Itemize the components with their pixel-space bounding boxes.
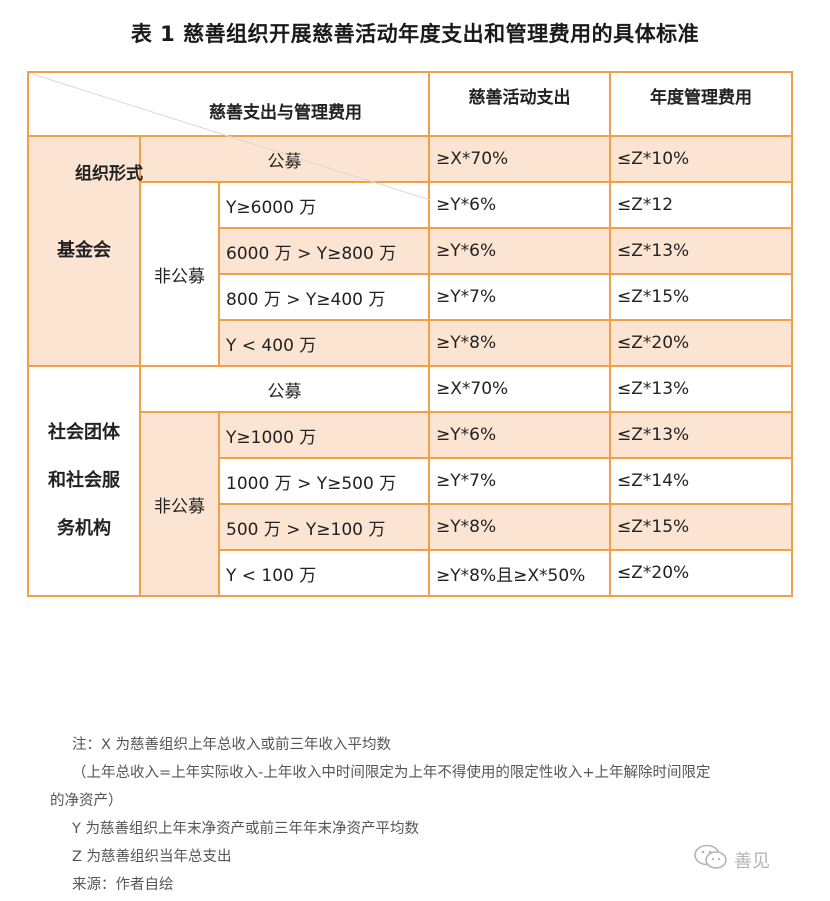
wechat-icon — [694, 844, 728, 875]
table-row: 500 万 > Y≥100 万 ≥Y*8% ≤Z*15% — [28, 503, 794, 551]
table-row: 1000 万 > Y≥500 万 ≥Y*7% ≤Z*14% — [28, 457, 794, 505]
source-line: 来源：作者自绘 — [72, 877, 174, 893]
condition-cell: Y < 400 万 — [217, 319, 431, 367]
foundation-nonpublic-label: 非公募 — [139, 181, 220, 367]
admin-cell: ≤Z*15% — [609, 273, 794, 321]
note-line: Z 为慈善组织当年总支出 — [72, 849, 232, 865]
diagonal-line — [29, 73, 430, 200]
table-header-row: 慈善支出与管理费用 组织形式 慈善活动支出 年度管理费用 — [26, 71, 794, 200]
table-row: Y < 100 万 ≥Y*8%且≥X*50% ≤Z*20% — [28, 549, 794, 597]
admin-cell: ≤Z*14% — [609, 457, 794, 505]
condition-cell: Y≥1000 万 — [217, 411, 431, 459]
activity-cell: ≥Y*7% — [428, 457, 612, 505]
foundation-public-activity: ≥X*70% — [428, 135, 612, 183]
admin-cell: ≤Z*13% — [609, 411, 794, 459]
table-row: 非公募 Y≥1000 万 ≥Y*6% ≤Z*13% — [28, 411, 794, 597]
note-line: 注：X 为慈善组织上年总收入或前三年收入平均数 — [72, 737, 392, 753]
condition-cell: Y < 100 万 — [217, 549, 431, 597]
condition-cell: 6000 万 > Y≥800 万 — [217, 227, 431, 275]
activity-cell: ≥Y*8% — [428, 319, 612, 367]
watermark-logo: 善见 — [694, 844, 770, 875]
table-row: 6000 万 > Y≥800 万 ≥Y*6% ≤Z*13% — [28, 227, 794, 275]
foundation-public-admin: ≤Z*10% — [609, 135, 794, 183]
social-org-label-line: 务机构 — [57, 518, 111, 539]
diagonal-header-cell: 慈善支出与管理费用 组织形式 — [26, 71, 431, 200]
activity-cell: ≥Y*7% — [428, 273, 612, 321]
activity-cell: ≥Y*6% — [428, 181, 612, 229]
condition-cell: 1000 万 > Y≥500 万 — [217, 457, 431, 505]
table-row: 非公募 Y≥6000 万 ≥Y*6% ≤Z*12 — [28, 181, 794, 367]
social-org-label-line: 社会团体 — [48, 422, 120, 443]
table-row: 社会团体 和社会服 务机构 公募 ≥X*70% ≤Z*13% — [27, 365, 794, 597]
header-activity-expense: 慈善活动支出 — [428, 71, 612, 137]
table-row: Y < 400 万 ≥Y*8% ≤Z*20% — [28, 319, 794, 367]
admin-cell: ≤Z*13% — [609, 227, 794, 275]
table-notes: 注：X 为慈善组织上年总收入或前三年收入平均数 （上年总收入=上年实际收入-上年… — [40, 731, 800, 899]
activity-cell: ≥Y*8% — [428, 503, 612, 551]
diagonal-bottom-label: 组织形式 — [75, 164, 143, 184]
admin-cell: ≤Z*20% — [609, 549, 794, 597]
social-public-label: 公募 — [138, 365, 431, 413]
admin-cell: ≤Z*12 — [609, 181, 794, 229]
table-row: 基金会 公募 ≥X*70% ≤Z*10% — [27, 135, 794, 367]
table-title: 表 1 慈善组织开展慈善活动年度支出和管理费用的具体标准 — [130, 22, 700, 46]
admin-cell: ≤Z*15% — [609, 503, 794, 551]
social-public-admin: ≤Z*13% — [609, 365, 794, 413]
condition-cell: 500 万 > Y≥100 万 — [217, 503, 431, 551]
foundation-label: 基金会 — [27, 135, 141, 367]
table-row: 800 万 > Y≥400 万 ≥Y*7% ≤Z*15% — [28, 273, 794, 321]
header-admin-expense: 年度管理费用 — [609, 71, 794, 137]
social-public-activity: ≥X*70% — [428, 365, 612, 413]
admin-cell: ≤Z*20% — [609, 319, 794, 367]
social-org-label-line: 和社会服 — [48, 470, 120, 491]
social-org-label: 社会团体 和社会服 务机构 — [27, 365, 141, 597]
watermark-text: 善见 — [734, 850, 770, 872]
note-line: （上年总收入=上年实际收入-上年收入中时间限定为上年不得使用的限定性收入+上年解… — [72, 765, 711, 781]
activity-cell: ≥Y*8%且≥X*50% — [428, 549, 612, 597]
standards-table: 慈善支出与管理费用 组织形式 慈善活动支出 年度管理费用 基金会 公募 ≥X*7… — [26, 71, 794, 597]
foundation-public-label: 公募 — [138, 135, 431, 183]
diagonal-top-label: 慈善支出与管理费用 — [209, 103, 362, 123]
social-nonpublic-label: 非公募 — [139, 411, 220, 597]
note-line: 的净资产） — [50, 793, 123, 809]
note-line: Y 为慈善组织上年末净资产或前三年年末净资产平均数 — [72, 821, 419, 837]
activity-cell: ≥Y*6% — [428, 411, 612, 459]
condition-cell: 800 万 > Y≥400 万 — [217, 273, 431, 321]
activity-cell: ≥Y*6% — [428, 227, 612, 275]
